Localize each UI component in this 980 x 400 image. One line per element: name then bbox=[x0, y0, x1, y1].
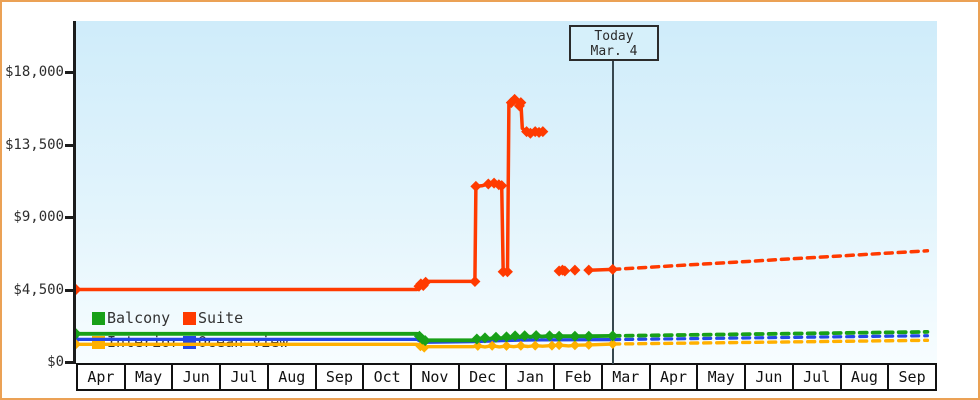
today-date: Mar. 4 bbox=[590, 44, 638, 59]
month-cell: Aug bbox=[842, 365, 890, 389]
today-marker-line bbox=[611, 60, 614, 364]
month-cell: Feb bbox=[555, 365, 603, 389]
y-tick-mark bbox=[65, 288, 74, 292]
y-tick-mark bbox=[65, 361, 74, 364]
y-tick-mark bbox=[65, 216, 74, 219]
month-cell: Dec bbox=[460, 365, 508, 389]
legend-swatch-icon bbox=[183, 311, 196, 325]
today-label: Today bbox=[594, 29, 634, 44]
month-cell: Aug bbox=[269, 365, 317, 389]
month-cell: Jan bbox=[507, 365, 556, 389]
month-cell: Jul bbox=[794, 365, 842, 389]
y-axis bbox=[73, 21, 76, 364]
legend-label: Balcony bbox=[107, 309, 171, 327]
month-cell: Sep bbox=[898, 368, 926, 386]
month-cell: Apr bbox=[78, 365, 126, 389]
month-cell: May bbox=[698, 365, 747, 389]
price-series-plot bbox=[76, 93, 930, 353]
month-cell: Sep bbox=[317, 365, 365, 389]
month-cell: Jun bbox=[173, 365, 222, 389]
y-tick-label: $18,000 bbox=[4, 64, 64, 80]
y-tick-label: $13,500 bbox=[4, 136, 64, 153]
y-tick-label: $9,000 bbox=[13, 209, 64, 225]
legend-swatch-icon bbox=[92, 311, 105, 325]
month-cell: Nov bbox=[412, 365, 460, 389]
x-axis-month-band: Apr May Jun Jul Aug Sep Oct Nov Dec Jan Feb Mar Apr M… bbox=[76, 363, 937, 391]
month-cell: Mar bbox=[603, 365, 651, 389]
legend-label: Suite bbox=[198, 309, 244, 327]
month-cell: Apr bbox=[651, 365, 699, 389]
y-tick-mark bbox=[65, 71, 74, 74]
y-tick-label: $0 bbox=[47, 354, 64, 370]
legend-item-balcony: Balcony bbox=[92, 310, 183, 326]
month-cell: Jun bbox=[746, 365, 794, 389]
y-tick-label: $4,500 bbox=[13, 281, 64, 298]
month-cell: Oct bbox=[364, 365, 413, 389]
month-cell: Jul bbox=[221, 365, 269, 389]
y-tick-mark bbox=[65, 143, 74, 147]
month-cell: May bbox=[126, 365, 174, 389]
legend-item-suite: Suite bbox=[183, 310, 288, 326]
today-annotation-box: Today Mar. 4 bbox=[569, 25, 659, 61]
